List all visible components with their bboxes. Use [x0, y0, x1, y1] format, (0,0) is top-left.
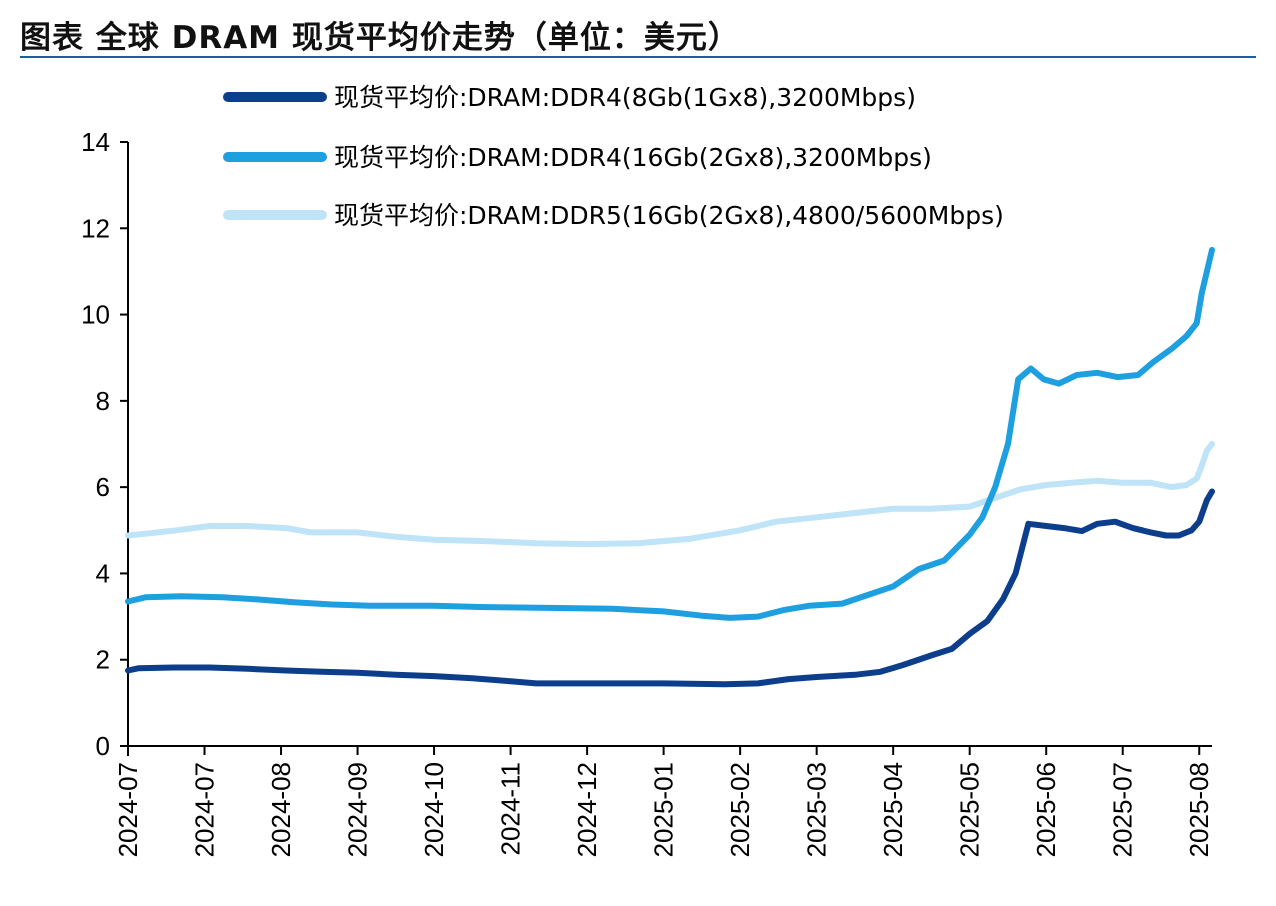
- series-line-3: [125, 441, 1215, 548]
- y-tick-label: 14: [81, 127, 110, 157]
- x-tick-label: 2025-01: [649, 762, 679, 857]
- x-tick-label: 2025-05: [955, 762, 985, 857]
- y-tick-label: 8: [96, 386, 110, 416]
- x-tick-label: 2025-03: [802, 762, 832, 857]
- y-tick-label: 6: [96, 472, 110, 502]
- x-tick-label: 2024-08: [266, 762, 296, 857]
- series-line-1: [125, 488, 1215, 688]
- x-tick-label: 2024-07: [190, 762, 220, 857]
- legend-label-3: 现货平均价:DRAM:DDR5(16Gb(2Gx8),4800/5600Mbps…: [334, 201, 1004, 230]
- x-tick-label: 2025-08: [1184, 762, 1214, 857]
- title-divider: [20, 56, 1256, 58]
- y-tick-label: 2: [96, 645, 110, 675]
- y-tick-label: 4: [96, 558, 110, 588]
- x-tick-label: 2025-02: [725, 762, 755, 857]
- x-tick-label: 2024-11: [496, 762, 526, 856]
- legend-label-2: 现货平均价:DRAM:DDR4(16Gb(2Gx8),3200Mbps): [334, 143, 932, 172]
- y-tick-label: 0: [96, 731, 110, 761]
- x-tick-label: 2024-09: [343, 762, 373, 857]
- x-tick-label: 2024-12: [572, 762, 602, 857]
- x-tick-label: 2025-04: [878, 762, 908, 857]
- legend-label-1: 现货平均价:DRAM:DDR4(8Gb(1Gx8),3200Mbps): [334, 83, 916, 112]
- x-tick-label: 2024-10: [419, 762, 449, 857]
- series-line-2: [125, 246, 1215, 621]
- x-tick-label: 2025-07: [1108, 762, 1138, 857]
- y-tick-label: 12: [81, 213, 110, 243]
- x-tick-label: 2025-06: [1031, 762, 1061, 857]
- chart-title: 图表 全球 DRAM 现货平均价走势（单位：美元）: [20, 20, 740, 56]
- x-tick-label: 2024-07: [113, 762, 143, 857]
- y-tick-label: 10: [81, 300, 110, 330]
